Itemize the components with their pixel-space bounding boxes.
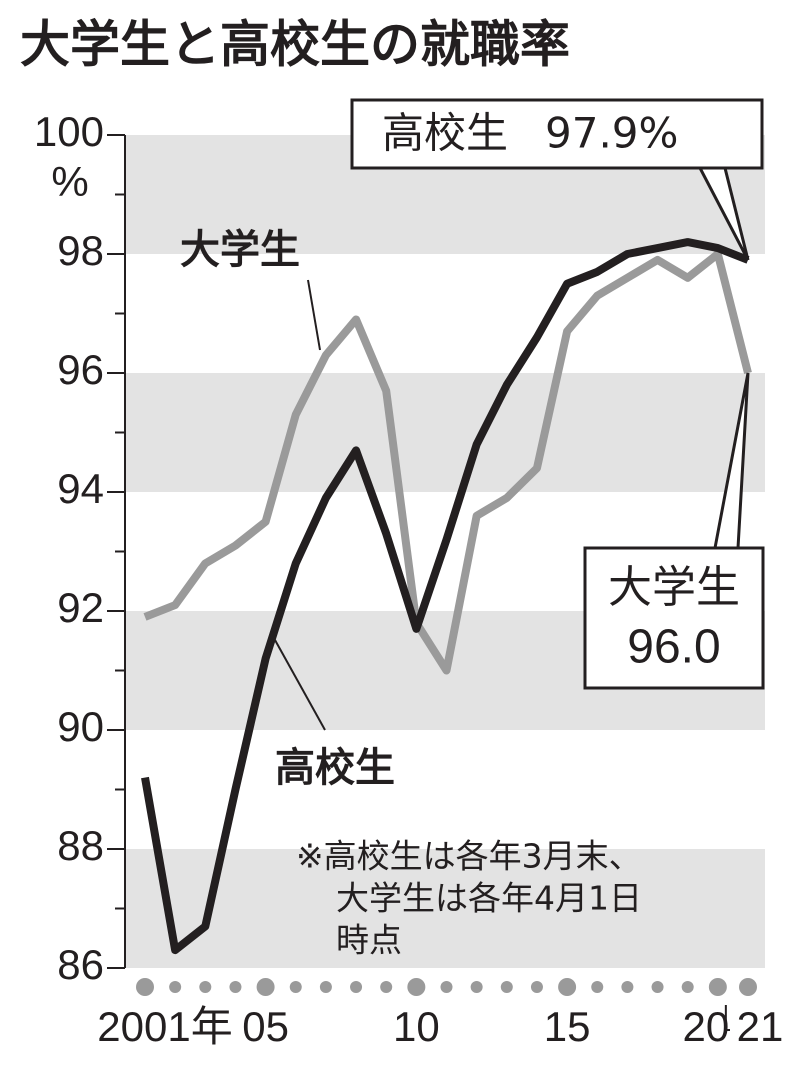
x-tick-dot — [591, 981, 604, 993]
x-tick-label: 20 — [682, 1003, 729, 1050]
x-tick-dot — [621, 981, 634, 993]
note: ※高校生は各年3月末、 — [296, 837, 642, 876]
callout-box — [350, 98, 764, 170]
grid-band — [125, 849, 765, 968]
y-tick-label: 92 — [57, 584, 104, 631]
x-tick-dot — [289, 981, 302, 993]
x-tick-dot — [530, 981, 543, 993]
series-label: 大学生 — [180, 227, 300, 273]
series-line — [141, 238, 750, 955]
chart-title: 大学生と高校生の就職率 — [20, 16, 570, 74]
x-tick-dot — [256, 978, 275, 996]
leader — [274, 639, 326, 731]
y-tick-label: 94 — [57, 465, 104, 512]
x-tick-label: 15 — [544, 1003, 591, 1050]
x-tick-dot — [708, 978, 727, 996]
x-tick-dot — [136, 978, 154, 996]
y-tick-label: 96 — [57, 346, 104, 393]
x-tick-dot — [558, 978, 577, 996]
x-tick-label: 21 — [737, 1003, 784, 1050]
x-bracket — [724, 1005, 730, 1031]
y-tick-label: 90 — [57, 703, 104, 750]
x-tick-dot — [380, 981, 393, 993]
leader — [307, 279, 321, 351]
x-tick-dot — [470, 981, 483, 993]
callout-name: 高校生 — [382, 109, 508, 158]
x-tick-dot — [319, 981, 332, 993]
x-tick-dot — [440, 981, 453, 993]
y-tick-label: 86 — [57, 941, 104, 988]
x-tick-dot — [350, 981, 363, 993]
callout-name: 大学生 — [608, 562, 740, 613]
x-tick-dot — [169, 981, 182, 993]
series-label: 高校生 — [275, 745, 395, 791]
x-tick-label: 2001年 — [97, 1003, 232, 1050]
y-tick-label: 88 — [57, 822, 104, 869]
x-tick-dot — [199, 981, 212, 993]
x-tick-label: 10 — [393, 1003, 440, 1050]
y-tick-label: 100 — [34, 108, 104, 155]
x-tick-dot — [500, 981, 513, 993]
note: 時点 — [336, 921, 402, 960]
grid-band — [125, 373, 765, 492]
value-label: 96.0 — [627, 621, 720, 674]
x-tick-dot — [681, 981, 694, 993]
x-tick-label: 05 — [242, 1003, 289, 1050]
note: 大学生は各年4月1日 — [336, 879, 642, 918]
y-unit: % — [51, 158, 88, 205]
x-tick-dot — [407, 978, 426, 996]
x-tick-dot — [651, 981, 664, 993]
x-tick-dot — [229, 981, 242, 993]
callout-box — [583, 546, 765, 690]
series-line — [143, 250, 752, 675]
x-tick-dot — [739, 978, 757, 996]
value-label: 97.9% — [545, 109, 678, 158]
y-tick-label: 98 — [57, 227, 104, 274]
